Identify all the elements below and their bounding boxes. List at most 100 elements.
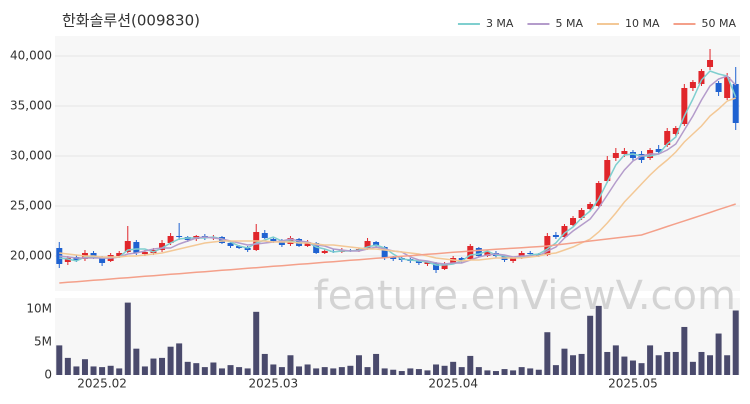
- volume-bar: [510, 370, 517, 375]
- volume-bar: [321, 367, 328, 375]
- candle-body: [467, 246, 474, 259]
- volume-bar: [107, 365, 114, 375]
- y-tick-label: 25,000: [10, 199, 52, 213]
- candle-body: [664, 131, 671, 145]
- candle-body: [552, 235, 559, 237]
- volume-bar: [484, 370, 491, 375]
- ma-line: [59, 203, 736, 284]
- candle-body: [373, 242, 380, 246]
- candle-body: [732, 84, 739, 123]
- volume-bar: [313, 368, 320, 375]
- volume-bar: [56, 345, 63, 375]
- volume-bar: [176, 343, 183, 375]
- volume-bar: [433, 364, 440, 375]
- volume-bar: [270, 364, 277, 375]
- volume-bar: [561, 348, 568, 375]
- volume-bar: [629, 360, 636, 375]
- candle-body: [672, 128, 679, 134]
- candle-body: [133, 242, 140, 253]
- candle-body: [655, 149, 662, 152]
- volume-bar: [604, 351, 611, 375]
- volume-bar: [73, 366, 80, 375]
- volume-bar: [244, 368, 251, 375]
- candle-body: [313, 243, 320, 253]
- candle-body: [587, 204, 594, 209]
- candle-body: [689, 82, 696, 88]
- candle-body: [715, 83, 722, 92]
- legend-label: 3 MA: [486, 17, 514, 30]
- candle-body: [629, 152, 636, 158]
- candle-body: [475, 248, 482, 256]
- volume-bar: [715, 333, 722, 375]
- volume-bar: [81, 359, 88, 375]
- y-tick-label: 20,000: [10, 249, 52, 263]
- y-tick-label: 0: [44, 368, 52, 382]
- volume-bar: [415, 369, 422, 375]
- volume-bar: [450, 361, 457, 375]
- volume-bar: [159, 357, 166, 375]
- candle-body: [415, 261, 422, 263]
- candle-body: [116, 253, 123, 256]
- volume-bar: [210, 362, 217, 375]
- volume-bar: [552, 365, 559, 375]
- volume-bar: [492, 371, 499, 375]
- candle-body: [167, 236, 174, 243]
- volume-bar: [64, 357, 71, 375]
- volume-bar: [330, 368, 337, 375]
- candle-body: [99, 257, 106, 263]
- candle-body: [510, 258, 517, 261]
- volume-bar: [261, 353, 268, 375]
- candle-body: [527, 253, 534, 254]
- x-tick-label: 2025.02: [77, 377, 127, 391]
- volume-bar: [116, 368, 123, 375]
- candle-body: [595, 183, 602, 206]
- candle-body: [227, 243, 234, 246]
- volume-bar: [287, 355, 294, 375]
- candle-body: [218, 237, 225, 243]
- candle-body: [638, 154, 645, 160]
- legend-label: 50 MA: [701, 17, 736, 30]
- volume-bar: [612, 345, 619, 375]
- volume-bar: [398, 371, 405, 375]
- volume-bar: [527, 368, 534, 375]
- volume-bar: [732, 310, 739, 375]
- volume-bar: [424, 370, 431, 375]
- volume-bar: [501, 369, 508, 375]
- candle-body: [433, 263, 440, 270]
- volume-bar: [304, 364, 311, 375]
- watermark: feature.enViewV.com: [314, 273, 736, 319]
- volume-bar: [381, 368, 388, 375]
- volume-bar: [338, 367, 345, 375]
- volume-bar: [141, 366, 148, 375]
- y-tick-label: 10M: [26, 302, 52, 316]
- candle-body: [458, 258, 465, 261]
- volume-bar: [201, 367, 208, 375]
- candle-body: [621, 151, 628, 154]
- candle-body: [90, 253, 97, 257]
- candle-body: [441, 264, 448, 269]
- candle-body: [390, 257, 397, 259]
- volume-bar: [570, 355, 577, 375]
- volume-bar: [681, 326, 688, 375]
- volume-bar: [467, 355, 474, 375]
- volume-bar: [150, 358, 157, 375]
- candle-body: [561, 226, 568, 237]
- candle-body: [141, 252, 148, 254]
- volume-bar: [672, 351, 679, 375]
- candle-body: [570, 218, 577, 225]
- legend-label: 10 MA: [625, 17, 660, 30]
- y-tick-label: 35,000: [10, 99, 52, 113]
- volume-bar: [664, 351, 671, 375]
- volume-bar: [638, 363, 645, 375]
- candle-body: [698, 71, 705, 84]
- volume-bar: [407, 368, 414, 375]
- candle-body: [304, 242, 311, 246]
- candle-body: [176, 236, 183, 237]
- volume-bar: [90, 366, 97, 375]
- candle-body: [381, 247, 388, 258]
- candle-body: [270, 239, 277, 241]
- volume-bar: [227, 365, 234, 375]
- volume-bar: [535, 369, 542, 375]
- candle-body: [236, 246, 243, 248]
